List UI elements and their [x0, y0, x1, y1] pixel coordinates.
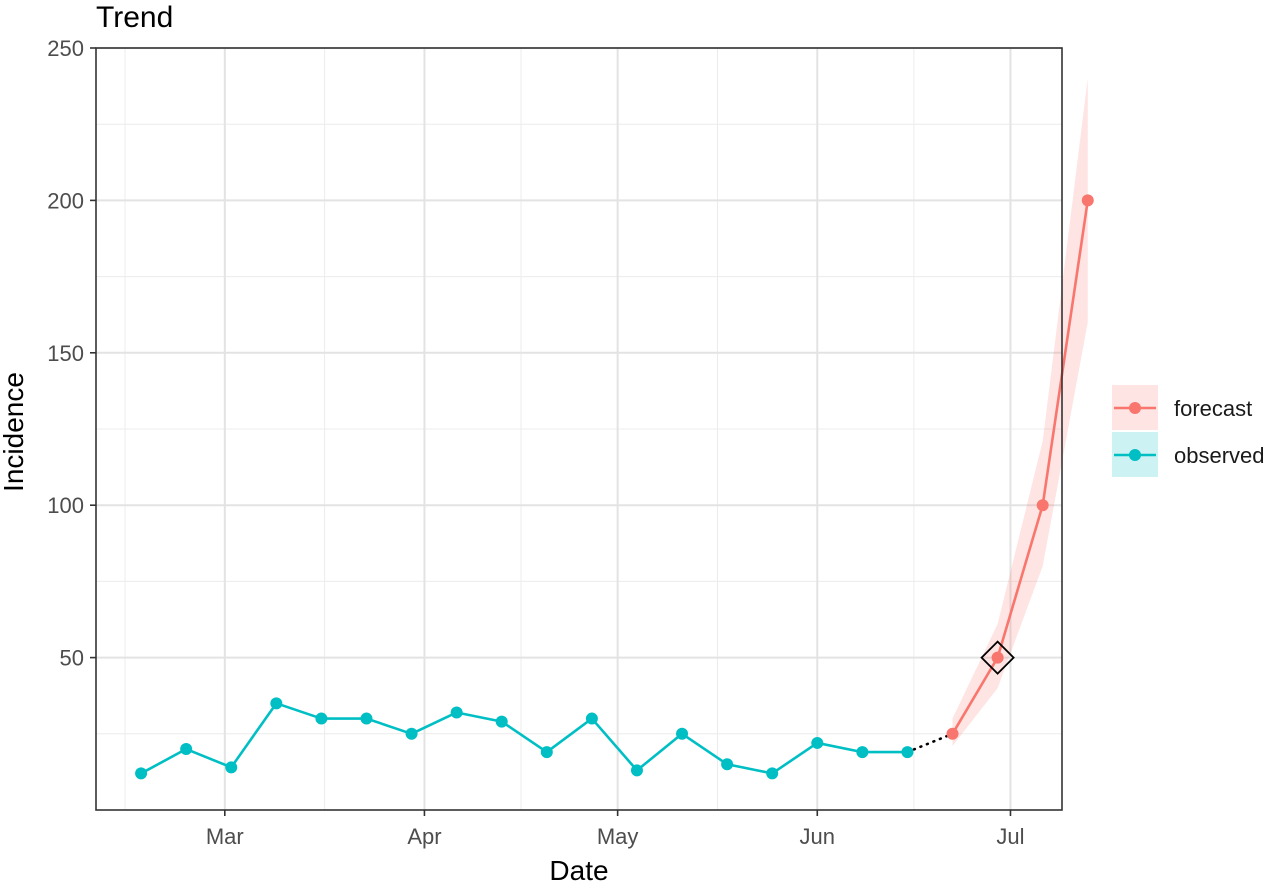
- forecast-line: [951, 200, 1090, 735]
- x-tick-label: Jul: [996, 824, 1024, 849]
- observed-point: [766, 767, 779, 780]
- panel-border: [95, 47, 1063, 811]
- y-axis-ticks: 50 100 150 200 250: [47, 36, 96, 671]
- data-points: [135, 194, 1094, 780]
- forecast-point: [1036, 499, 1049, 512]
- observed-point: [540, 746, 553, 759]
- observed-point: [856, 746, 869, 759]
- observed-point: [450, 706, 463, 719]
- forecast-point: [991, 651, 1004, 664]
- observed-point: [180, 743, 193, 756]
- observed-point: [135, 767, 148, 780]
- observed-point: [315, 712, 328, 725]
- connector-dotted-line: [906, 732, 954, 754]
- x-axis-ticks: Mar Apr May Jun Jul: [206, 810, 1025, 849]
- observed-point: [676, 727, 689, 740]
- confidence-band: [952, 78, 1088, 746]
- y-tick-label: 250: [47, 36, 84, 61]
- observed-point: [225, 761, 238, 774]
- x-axis-title: Date: [549, 855, 608, 883]
- observed-point: [405, 727, 418, 740]
- forecast-confidence-ribbon: [952, 78, 1088, 746]
- panel-border-rect: [95, 47, 1063, 811]
- observed-point: [585, 712, 598, 725]
- y-axis-title: Incidence: [0, 372, 29, 492]
- legend-label: forecast: [1174, 396, 1252, 421]
- observed-point: [901, 746, 914, 759]
- series-lines: [140, 200, 1090, 775]
- observed-point: [811, 736, 824, 749]
- y-tick-label: 150: [47, 341, 84, 366]
- y-tick-label: 200: [47, 188, 84, 213]
- forecast-point: [1081, 194, 1094, 207]
- legend: forecast observed: [1112, 385, 1265, 477]
- y-tick-label: 50: [60, 646, 84, 671]
- forecast-point: [946, 727, 959, 740]
- observed-point: [270, 697, 283, 710]
- x-tick-label: Apr: [407, 824, 441, 849]
- observed-point: [495, 715, 508, 728]
- highlight-diamond-marker: [980, 640, 1015, 675]
- legend-label: observed: [1174, 443, 1265, 468]
- legend-item-observed: observed: [1112, 432, 1265, 477]
- legend-key-point: [1129, 402, 1141, 414]
- x-tick-label: May: [597, 824, 639, 849]
- observed-point: [721, 758, 734, 771]
- observed-point: [630, 764, 643, 777]
- observed-line: [140, 702, 908, 775]
- chart-title: Trend: [96, 1, 173, 34]
- x-tick-label: Jun: [800, 824, 835, 849]
- legend-key-point: [1129, 449, 1141, 461]
- x-tick-label: Mar: [206, 824, 244, 849]
- legend-item-forecast: forecast: [1112, 385, 1252, 430]
- observed-point: [360, 712, 373, 725]
- y-tick-label: 100: [47, 493, 84, 518]
